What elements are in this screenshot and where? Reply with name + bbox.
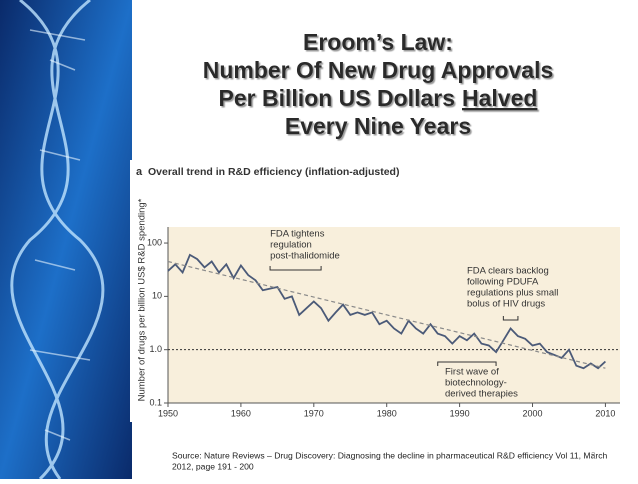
plot: 0.1 1.0 10 100 1950 1960 1970 1980 1990 2000 2010 F… (147, 227, 620, 418)
series-line (167, 260, 606, 369)
source: Source: Nature Reviews – Drug Discovery:… (172, 450, 608, 460)
annotation-text: FDA clears backlog (467, 266, 549, 277)
panel-label: a (136, 166, 143, 178)
series-line (167, 253, 607, 370)
x-tick-label: 1990 (450, 408, 470, 418)
title-text: Every Nine Years (285, 113, 471, 139)
annotation-bracket (437, 361, 497, 366)
x-tick-label: 1950 (158, 408, 178, 418)
annotation-text: regulations plus small (467, 288, 558, 299)
title-text: Per Billion US Dollars (219, 85, 455, 111)
annotation-bracket (269, 266, 322, 271)
y-axis-label: Number of drugs per billion US$ R&D spen… (137, 198, 148, 401)
annotation-text: following PDUFA (467, 277, 539, 288)
title-emphasis: Halved (462, 85, 537, 111)
annotation-bracket (502, 316, 519, 321)
y-tick-label: 0.1 (149, 397, 162, 407)
annotation-text: regulation (270, 240, 312, 251)
annotation-text: bolus of HIV drugs (467, 299, 545, 310)
y-tick-label: 1.0 (149, 344, 162, 354)
annotation-text: derived therapies (445, 389, 518, 400)
chart-title: Overall trend in R&D efficiency (inflati… (148, 166, 399, 178)
y-tick-label: 100 (147, 237, 162, 247)
dna-helix (10, 0, 105, 481)
dna-background (0, 0, 132, 479)
slide-number: 3 (591, 451, 596, 460)
annotation-text: biotechnology- (445, 378, 507, 389)
y-tick-label: 10 (152, 291, 162, 301)
title-line: Number Of New Drug Approvals (203, 57, 554, 83)
plot-background (168, 227, 620, 403)
x-tick-label: 1970 (304, 408, 324, 418)
title-text: Eroom’s Law: (303, 29, 453, 55)
x-tick-label: 1980 (377, 408, 397, 418)
title-line: Eroom’s Law: (303, 29, 453, 55)
annotation-text: FDA tightens (270, 229, 325, 240)
x-tick-label: 2010 (595, 408, 615, 418)
annotation-text: post-thalidomide (270, 251, 340, 262)
x-tick-label: 1960 (231, 408, 251, 418)
title-line: Per Billion US Dollars Halved (219, 85, 538, 111)
annotation-text: First wave of (445, 367, 499, 378)
title: Eroom’s Law:Number Of New Drug Approvals… (203, 29, 554, 139)
source: 2012, page 191 - 200 (172, 461, 254, 471)
title-text: Number Of New Drug Approvals (203, 57, 554, 83)
title-line: Every Nine Years (285, 113, 471, 139)
x-tick-label: 2000 (523, 408, 543, 418)
dna-rungs (29, 29, 91, 441)
